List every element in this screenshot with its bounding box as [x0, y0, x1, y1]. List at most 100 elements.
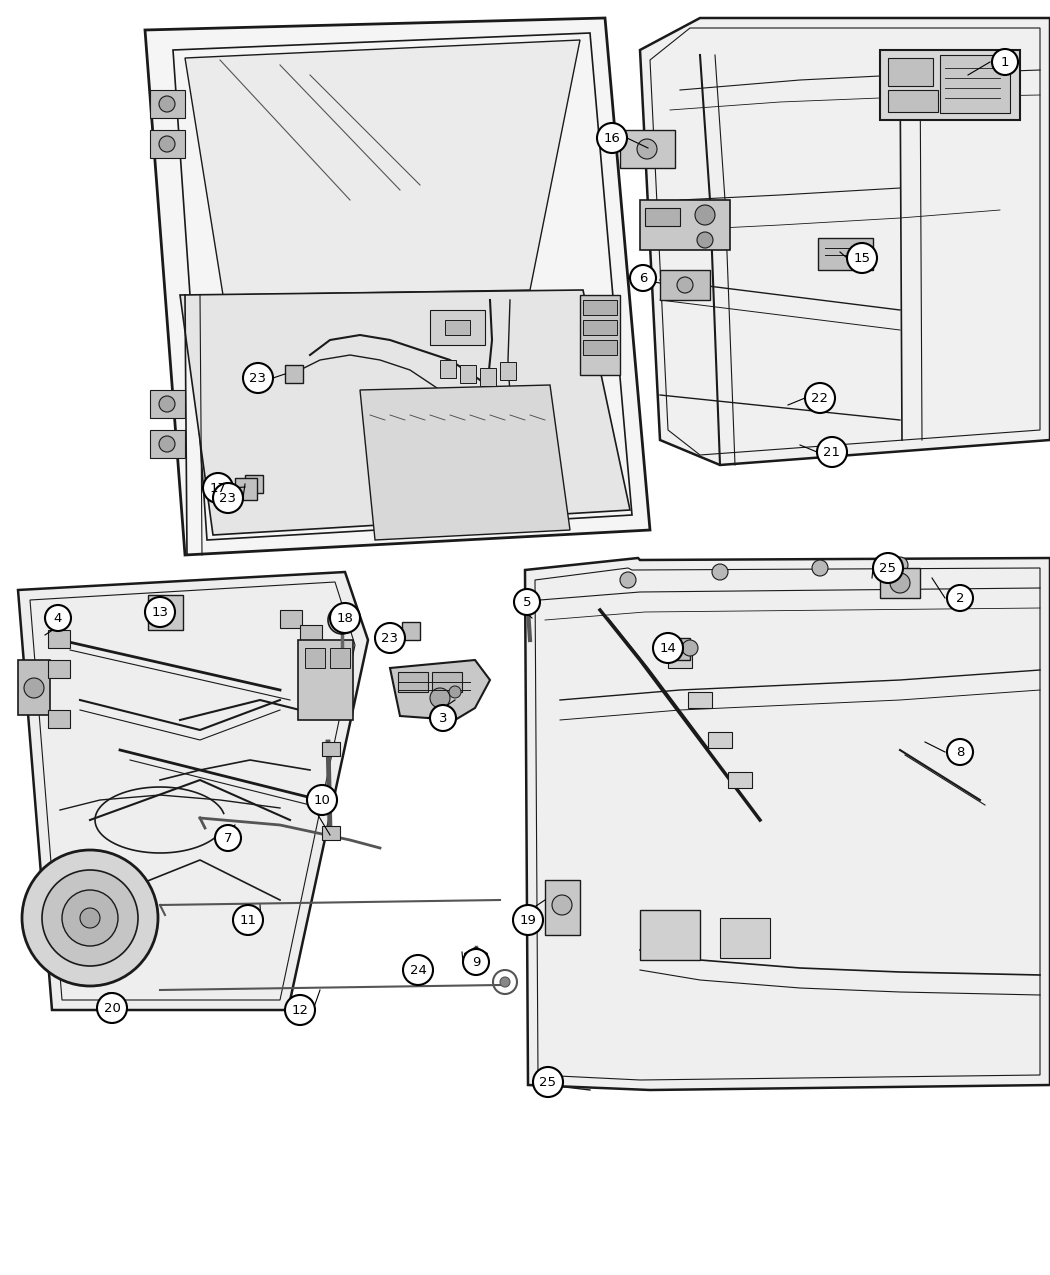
Bar	[430, 310, 485, 346]
Bar	[48, 660, 70, 678]
Bar	[480, 368, 496, 386]
Bar	[720, 918, 770, 958]
Circle shape	[695, 205, 715, 224]
Bar	[330, 648, 350, 668]
Bar	[235, 478, 257, 500]
Bar	[402, 622, 420, 640]
Polygon shape	[180, 289, 630, 536]
Circle shape	[500, 977, 510, 987]
Circle shape	[552, 895, 572, 915]
Bar	[150, 130, 185, 158]
Circle shape	[992, 48, 1018, 75]
Bar	[888, 57, 933, 85]
Circle shape	[947, 740, 973, 765]
Text: 13: 13	[151, 606, 168, 618]
Circle shape	[712, 564, 728, 580]
Bar	[660, 270, 710, 300]
Bar	[620, 130, 675, 168]
Text: 23: 23	[219, 491, 236, 505]
Circle shape	[514, 589, 540, 615]
Bar	[445, 320, 470, 335]
Polygon shape	[640, 18, 1050, 465]
Circle shape	[159, 96, 175, 112]
Circle shape	[817, 437, 847, 467]
Circle shape	[847, 244, 877, 273]
Bar	[245, 476, 262, 493]
Bar	[304, 648, 326, 668]
Bar	[500, 362, 516, 380]
Circle shape	[653, 632, 682, 663]
Bar	[818, 238, 873, 270]
Circle shape	[97, 993, 127, 1023]
Circle shape	[159, 397, 175, 412]
Text: 7: 7	[224, 831, 232, 844]
Circle shape	[403, 955, 433, 986]
Bar	[150, 430, 185, 458]
Text: 3: 3	[439, 711, 447, 724]
Bar	[708, 732, 732, 748]
Circle shape	[328, 606, 356, 634]
Circle shape	[890, 572, 910, 593]
Text: 11: 11	[239, 913, 256, 927]
Text: 20: 20	[104, 1001, 121, 1015]
Bar	[880, 567, 920, 598]
Bar	[640, 200, 730, 250]
Bar	[150, 390, 185, 418]
Circle shape	[637, 139, 657, 159]
Bar	[645, 208, 680, 226]
Text: 5: 5	[523, 595, 531, 608]
Polygon shape	[18, 572, 368, 1010]
Bar	[322, 826, 340, 840]
Circle shape	[521, 595, 536, 609]
Text: 17: 17	[210, 482, 227, 495]
Circle shape	[533, 1067, 563, 1096]
Bar	[48, 710, 70, 728]
Bar	[48, 630, 70, 648]
Circle shape	[873, 553, 903, 583]
Text: 4: 4	[54, 612, 62, 625]
Circle shape	[145, 597, 175, 627]
Circle shape	[677, 277, 693, 293]
Text: 25: 25	[880, 561, 897, 575]
Circle shape	[307, 785, 337, 815]
Text: 24: 24	[410, 964, 426, 977]
Circle shape	[513, 905, 543, 935]
Bar	[460, 365, 476, 382]
Polygon shape	[360, 385, 570, 541]
Text: 21: 21	[823, 445, 840, 459]
Bar	[640, 910, 700, 960]
Circle shape	[597, 122, 627, 153]
Text: 16: 16	[604, 131, 621, 144]
Circle shape	[233, 905, 262, 935]
Text: 19: 19	[520, 913, 537, 927]
Circle shape	[62, 890, 118, 946]
Circle shape	[449, 686, 461, 697]
Circle shape	[215, 825, 242, 850]
Circle shape	[947, 585, 973, 611]
Text: 9: 9	[471, 955, 480, 969]
Circle shape	[42, 870, 138, 966]
Bar	[583, 300, 617, 315]
Polygon shape	[525, 558, 1050, 1090]
Bar	[583, 320, 617, 335]
Text: 2: 2	[956, 592, 964, 604]
Polygon shape	[185, 40, 580, 295]
Circle shape	[697, 232, 713, 249]
Circle shape	[101, 993, 119, 1011]
Bar	[18, 660, 50, 715]
Bar	[728, 771, 752, 788]
Bar	[888, 91, 938, 112]
Bar	[148, 595, 183, 630]
Circle shape	[213, 483, 243, 513]
Circle shape	[812, 560, 828, 576]
Circle shape	[430, 705, 456, 731]
Circle shape	[412, 963, 432, 982]
Circle shape	[335, 613, 349, 627]
Text: 1: 1	[1001, 56, 1009, 69]
Text: 8: 8	[956, 746, 964, 759]
Circle shape	[330, 603, 360, 632]
Bar	[940, 55, 1010, 113]
Bar	[285, 365, 303, 382]
Circle shape	[22, 850, 158, 986]
Text: 6: 6	[638, 272, 647, 284]
